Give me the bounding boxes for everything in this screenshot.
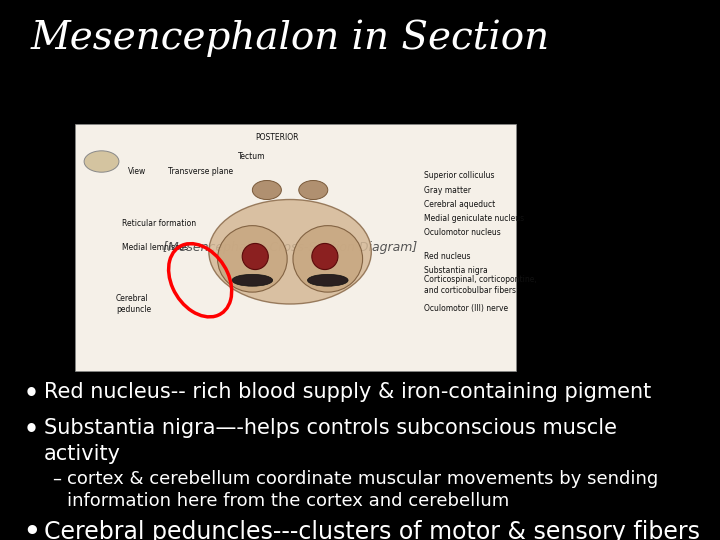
Text: Cerebral aqueduct: Cerebral aqueduct	[423, 200, 495, 209]
Ellipse shape	[84, 151, 119, 172]
Text: Red nucleus-- rich blood supply & iron-containing pigment: Red nucleus-- rich blood supply & iron-c…	[43, 382, 651, 402]
Text: Reticular formation: Reticular formation	[122, 219, 196, 228]
Text: Substantia nigra: Substantia nigra	[423, 266, 487, 275]
Ellipse shape	[253, 180, 282, 199]
Text: View: View	[127, 166, 146, 176]
Text: cortex & cerebellum coordinate muscular movements by sending
information here fr: cortex & cerebellum coordinate muscular …	[67, 470, 658, 510]
Text: Oculomotor (III) nerve: Oculomotor (III) nerve	[423, 304, 508, 313]
Ellipse shape	[299, 180, 328, 199]
Text: POSTERIOR: POSTERIOR	[256, 133, 299, 142]
Text: Red nucleus: Red nucleus	[423, 252, 470, 261]
Ellipse shape	[209, 199, 372, 304]
Ellipse shape	[312, 244, 338, 269]
Ellipse shape	[232, 274, 273, 286]
Text: Substantia nigra—-helps controls subconscious muscle
activity: Substantia nigra—-helps controls subcons…	[43, 418, 616, 464]
Text: Transverse plane: Transverse plane	[168, 166, 233, 176]
Text: Oculomotor nucleus: Oculomotor nucleus	[423, 228, 500, 237]
FancyBboxPatch shape	[76, 124, 516, 370]
Text: Cerebral
peduncle: Cerebral peduncle	[116, 294, 151, 314]
Text: Corticospinal, corticopontine,
and corticobulbar fibers: Corticospinal, corticopontine, and corti…	[423, 275, 536, 295]
Text: Mesencephalon in Section: Mesencephalon in Section	[30, 19, 549, 57]
Text: •: •	[23, 382, 38, 407]
Text: Tectum: Tectum	[238, 152, 266, 161]
Text: Gray matter: Gray matter	[423, 186, 470, 194]
Text: Superior colliculus: Superior colliculus	[423, 171, 494, 180]
Text: •: •	[23, 519, 40, 540]
Text: Medial geniculate nucleus: Medial geniculate nucleus	[423, 214, 523, 223]
Text: •: •	[23, 418, 38, 442]
Text: –: –	[53, 470, 61, 488]
Ellipse shape	[217, 226, 287, 292]
Ellipse shape	[307, 274, 348, 286]
Text: Cerebral peduncles---clusters of motor & sensory fibers: Cerebral peduncles---clusters of motor &…	[43, 519, 700, 540]
Text: Medial lemniscus: Medial lemniscus	[122, 242, 188, 252]
Ellipse shape	[293, 226, 363, 292]
Ellipse shape	[242, 244, 269, 269]
Text: [Mesencephalon Cross-Section Diagram]: [Mesencephalon Cross-Section Diagram]	[163, 240, 417, 253]
